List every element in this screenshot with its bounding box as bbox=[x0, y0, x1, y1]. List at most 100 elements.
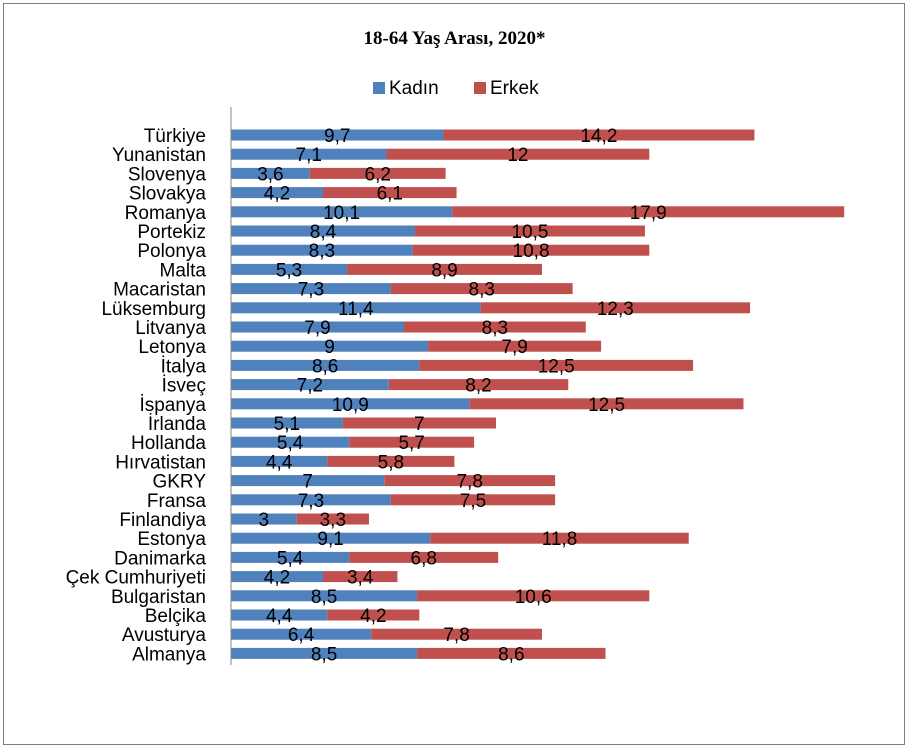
data-label-kadin: 4,4 bbox=[266, 452, 293, 473]
data-label-erkek: 4,2 bbox=[360, 606, 386, 627]
category-label: Finlandiya bbox=[119, 510, 206, 531]
bar-erkek bbox=[386, 148, 650, 160]
data-label-erkek: 11,8 bbox=[542, 529, 578, 550]
bar-kadin bbox=[231, 571, 323, 583]
data-label-kadin: 4,2 bbox=[264, 184, 290, 205]
data-label-erkek: 8,3 bbox=[482, 318, 508, 339]
data-label-erkek: 8,6 bbox=[498, 644, 524, 665]
data-label-kadin: 6,4 bbox=[288, 625, 315, 646]
bar-erkek bbox=[414, 225, 645, 237]
bar-erkek bbox=[417, 590, 650, 602]
category-label: Polonya bbox=[137, 241, 206, 262]
category-label: Hollanda bbox=[131, 433, 206, 454]
legend-label-kadin: Kadın bbox=[389, 78, 439, 99]
bar-kadin bbox=[231, 494, 391, 506]
bar-erkek bbox=[347, 263, 542, 275]
data-label-erkek: 12,5 bbox=[588, 395, 625, 416]
data-label-kadin: 4,2 bbox=[264, 568, 290, 589]
bar-erkek bbox=[469, 398, 744, 410]
category-label: Avusturya bbox=[122, 625, 207, 646]
bar-erkek bbox=[309, 167, 446, 179]
category-label: İtalya bbox=[161, 356, 207, 377]
legend-swatch-erkek bbox=[474, 82, 486, 94]
bar-kadin bbox=[231, 321, 405, 333]
data-label-erkek: 17,9 bbox=[630, 203, 667, 224]
bar-erkek bbox=[443, 129, 755, 141]
bar-erkek bbox=[384, 475, 556, 487]
data-label-kadin: 5,4 bbox=[277, 548, 304, 569]
bar-erkek bbox=[322, 571, 398, 583]
bar-erkek bbox=[322, 187, 457, 199]
category-label: Lüksemburg bbox=[101, 299, 206, 320]
bar-erkek bbox=[428, 340, 602, 352]
bar-kadin bbox=[231, 417, 343, 429]
bar-erkek bbox=[430, 532, 689, 544]
data-label-erkek: 12 bbox=[507, 145, 528, 166]
bar-erkek bbox=[327, 609, 420, 621]
data-label-erkek: 6,2 bbox=[365, 164, 391, 185]
data-label-erkek: 10,5 bbox=[511, 222, 548, 243]
category-label: Türkiye bbox=[144, 126, 206, 147]
data-label-erkek: 3,4 bbox=[347, 568, 374, 589]
data-label-kadin: 8,4 bbox=[310, 222, 337, 243]
data-label-erkek: 8,9 bbox=[431, 260, 457, 281]
bar-erkek bbox=[412, 244, 650, 256]
category-label: Danimarka bbox=[114, 548, 206, 569]
data-label-erkek: 14,2 bbox=[580, 126, 617, 147]
data-label-kadin: 3 bbox=[259, 510, 270, 531]
legend: Kadın Erkek bbox=[373, 78, 539, 99]
data-label-kadin: 7,2 bbox=[297, 376, 323, 397]
data-label-kadin: 10,9 bbox=[332, 395, 369, 416]
data-label-kadin: 8,5 bbox=[311, 644, 337, 665]
bar-kadin bbox=[231, 129, 444, 141]
data-label-erkek: 5,8 bbox=[378, 452, 404, 473]
bar-kadin bbox=[231, 379, 389, 391]
category-label: Almanya bbox=[132, 644, 206, 665]
category-label: Belçika bbox=[145, 606, 207, 627]
bar-kadin bbox=[231, 283, 391, 295]
data-label-kadin: 5,3 bbox=[276, 260, 302, 281]
data-label-kadin: 9,7 bbox=[324, 126, 350, 147]
bar-kadin bbox=[231, 551, 350, 563]
category-label: İspanya bbox=[139, 395, 206, 416]
data-label-erkek: 6,8 bbox=[411, 548, 437, 569]
legend-label-erkek: Erkek bbox=[490, 78, 539, 99]
category-label: Portekiz bbox=[137, 222, 206, 243]
bar-kadin bbox=[231, 340, 429, 352]
data-label-kadin: 5,1 bbox=[274, 414, 300, 435]
category-label: Macaristan bbox=[113, 280, 206, 301]
bar-kadin bbox=[231, 187, 323, 199]
category-label: İsveç bbox=[162, 376, 206, 397]
category-label: İrlanda bbox=[148, 414, 207, 435]
category-label: Litvanya bbox=[135, 318, 206, 339]
bar-kadin bbox=[231, 609, 328, 621]
data-label-erkek: 12,5 bbox=[538, 356, 575, 377]
bar-erkek bbox=[480, 302, 751, 314]
data-label-erkek: 7,9 bbox=[501, 337, 527, 358]
bar-kadin bbox=[231, 244, 413, 256]
data-label-kadin: 7 bbox=[302, 472, 313, 493]
bar-erkek bbox=[296, 513, 369, 525]
data-label-kadin: 4,4 bbox=[266, 606, 293, 627]
bar-erkek bbox=[349, 436, 475, 448]
bar-erkek bbox=[419, 359, 694, 371]
bar-kadin bbox=[231, 513, 297, 525]
bar-kadin bbox=[231, 475, 385, 487]
legend-swatch-kadin bbox=[373, 82, 385, 94]
data-label-erkek: 7,5 bbox=[460, 491, 486, 512]
data-label-erkek: 12,3 bbox=[597, 299, 634, 320]
data-label-erkek: 10,8 bbox=[513, 241, 550, 262]
bar-kadin bbox=[231, 532, 431, 544]
bar-erkek bbox=[388, 379, 569, 391]
data-label-kadin: 8,5 bbox=[311, 587, 337, 608]
bar-kadin bbox=[231, 455, 328, 467]
data-label-erkek: 7 bbox=[414, 414, 425, 435]
data-label-kadin: 7,1 bbox=[296, 145, 322, 166]
category-label: Estonya bbox=[137, 529, 206, 550]
data-label-erkek: 6,1 bbox=[377, 184, 403, 205]
bar-kadin bbox=[231, 647, 418, 659]
category-label: Malta bbox=[160, 260, 207, 281]
category-label: Slovakya bbox=[129, 184, 207, 205]
bar-kadin bbox=[231, 590, 418, 602]
